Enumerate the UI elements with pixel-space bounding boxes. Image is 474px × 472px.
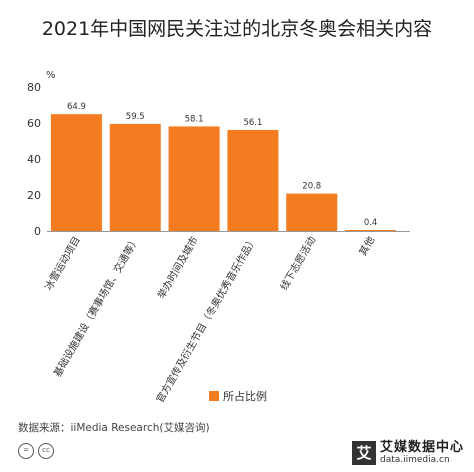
y-tick-label: 80 (27, 81, 41, 94)
brand-name: 艾媒数据中心 (379, 439, 464, 455)
bar (168, 126, 220, 231)
brand-logo: 艾 艾媒数据中心 data.iimedia.cn (351, 439, 464, 467)
data-label: 59.5 (126, 112, 145, 122)
bar (286, 193, 338, 231)
data-label: 0.4 (364, 218, 378, 228)
no-derivatives-icon: = (18, 443, 34, 459)
x-tick-label: 线下志愿活动 (277, 234, 318, 292)
x-tick-label: 官方宣传及衍生节目（冬奥优秀音乐作品） (153, 234, 259, 405)
creative-commons-icon: cc (38, 443, 54, 459)
brand-url: data.iimedia.cn (379, 454, 450, 465)
legend-label: 所占比例 (223, 389, 267, 403)
x-tick-label: 举办时间及城市 (154, 234, 200, 301)
y-axis-unit: % (46, 70, 56, 81)
chart-title: 2021年中国网民关注过的北京冬奥会相关内容 (41, 18, 433, 40)
brand-badge-icon: 艾 (351, 441, 376, 465)
bar (227, 130, 279, 231)
y-tick-label: 60 (27, 117, 41, 130)
x-tick-label: 其他 (356, 234, 377, 258)
data-label: 58.1 (185, 114, 204, 124)
data-source: 数据来源：iiMedia Research(艾媒咨询) (18, 422, 210, 434)
x-tick-label: 冰雪运动项目 (42, 234, 83, 292)
data-label: 20.8 (302, 182, 321, 192)
legend-swatch (209, 391, 219, 401)
bar (345, 230, 397, 231)
y-tick-label: 20 (27, 189, 41, 202)
bar-chart: %02040608064.9冰雪运动项目59.5基础设施建设（赛事场馆、交通等）… (27, 70, 410, 405)
bar (50, 114, 102, 231)
y-tick-label: 0 (34, 225, 41, 238)
data-label: 56.1 (243, 118, 262, 128)
data-label: 64.9 (67, 102, 86, 112)
bar (109, 123, 161, 231)
y-tick-label: 40 (27, 153, 41, 166)
